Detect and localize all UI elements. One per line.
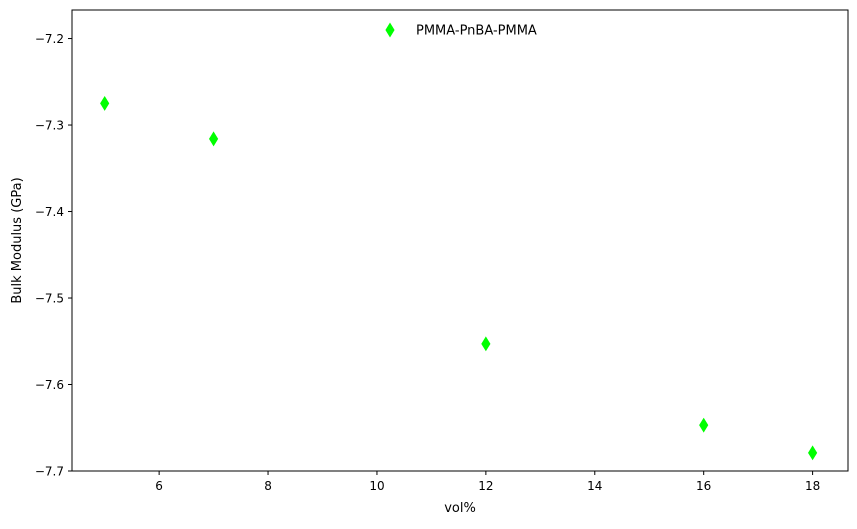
data-markers	[100, 95, 818, 461]
x-tick-label: 10	[369, 479, 384, 493]
y-tick-label: −7.5	[35, 292, 64, 306]
data-point	[208, 131, 219, 147]
plot-frame	[71, 9, 849, 472]
x-axis-ticks: 6 8 10 12 14 16 18	[155, 471, 820, 493]
y-axis-ticks: −7.7 −7.6 −7.5 −7.4 −7.3 −7.2	[35, 32, 72, 479]
legend-marker-diamond	[385, 22, 395, 38]
y-axis-label: Bulk Modulus (GPa)	[10, 177, 25, 303]
legend: PMMA-PnBA-PMMA	[385, 22, 537, 39]
x-tick-label: 18	[805, 479, 820, 493]
y-tick-label: −7.4	[35, 205, 64, 219]
y-tick-label: −7.7	[35, 465, 64, 479]
data-point	[100, 95, 110, 111]
legend-entry-pmma-pnba-pmma: PMMA-PnBA-PMMA	[416, 24, 537, 39]
x-tick-label: 12	[478, 479, 493, 493]
x-tick-label: 8	[264, 479, 272, 493]
y-tick-label: −7.3	[35, 119, 64, 133]
data-point	[481, 336, 491, 352]
data-point	[699, 417, 709, 433]
data-point	[808, 445, 818, 461]
y-tick-label: −7.6	[35, 378, 64, 392]
x-tick-label: 16	[696, 479, 711, 493]
x-tick-label: 14	[587, 479, 602, 493]
x-axis-label: vol%	[444, 501, 476, 516]
y-tick-label: −7.2	[35, 32, 64, 46]
x-tick-label: 6	[155, 479, 163, 493]
